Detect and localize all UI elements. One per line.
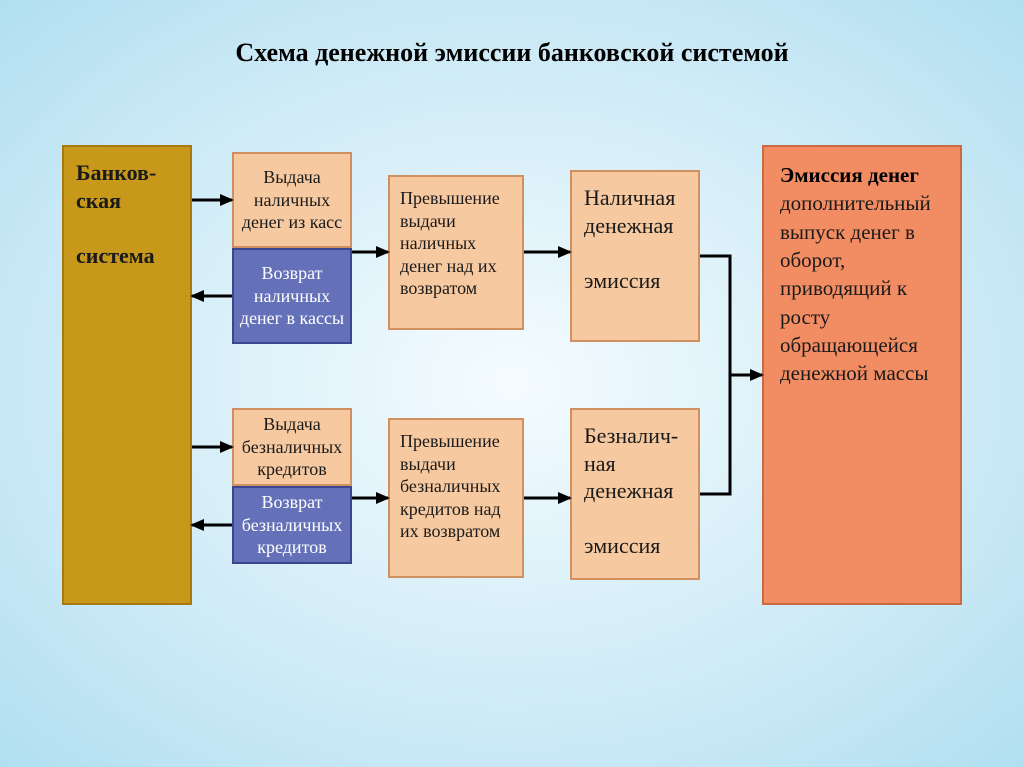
noncash-emission-box: Безналич-ная денежная эмиссия [570, 408, 700, 580]
final-emission-box: Эмиссия денег дополнительный выпуск дене… [762, 145, 962, 605]
banking-system-label: Банков-ская система [68, 151, 186, 277]
excess-cash-box: Превышение выдачи наличных денег над их … [388, 175, 524, 330]
cash-out-label: Выдача наличных денег из касс [238, 166, 346, 234]
final-emission-body: дополнительный выпуск денег в оборот, пр… [780, 191, 931, 385]
cash-emission-label: Наличная денежная эмиссия [576, 176, 694, 302]
credit-in-label: Возврат безналичных кредитов [238, 491, 346, 559]
excess-credit-label: Превышение выдачи безналичных кредитов н… [394, 424, 518, 549]
credit-out-box: Выдача безналичных кредитов [232, 408, 352, 486]
excess-cash-label: Превышение выдачи наличных денег над их … [394, 181, 518, 306]
noncash-emission-label: Безналич-ная денежная эмиссия [576, 414, 694, 568]
cash-emission-box: Наличная денежная эмиссия [570, 170, 700, 342]
final-emission-text: Эмиссия денег дополнительный выпуск дене… [768, 151, 956, 398]
cash-in-box: Возврат наличных денег в кассы [232, 248, 352, 344]
credit-out-label: Выдача безналичных кредитов [238, 413, 346, 481]
diagram-title: Схема денежной эмиссии банковской систем… [0, 38, 1024, 68]
cash-in-label: Возврат наличных денег в кассы [238, 262, 346, 330]
cash-out-box: Выдача наличных денег из касс [232, 152, 352, 248]
credit-in-box: Возврат безналичных кредитов [232, 486, 352, 564]
final-emission-title: Эмиссия денег [780, 163, 919, 187]
banking-system-box: Банков-ская система [62, 145, 192, 605]
excess-credit-box: Превышение выдачи безналичных кредитов н… [388, 418, 524, 578]
